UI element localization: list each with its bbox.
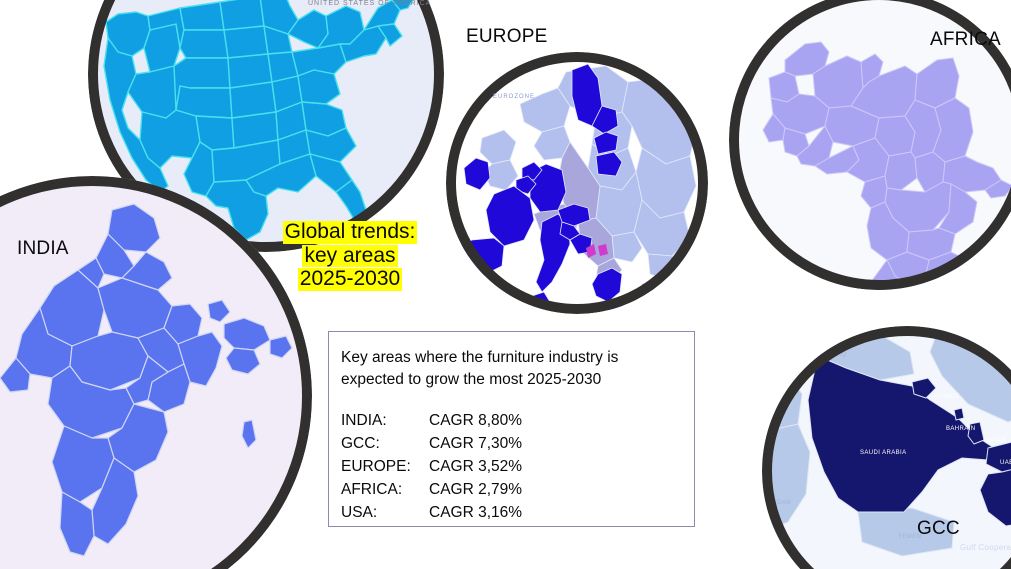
cagr-row: USA: CAGR 3,16% [341,502,680,525]
gcc-country-kuwait: KUWAIT [934,394,960,400]
europe-map-graphic [449,63,699,314]
africa-map-graphic [762,41,1011,290]
info-box: Key areas where the furniture industry i… [328,331,695,527]
gcc-country-yemen: YEMEN [898,534,921,540]
gcc-country-saudi-arabia: SAUDI ARABIA [860,450,906,456]
gcc-country-iran: IRAN [976,350,992,356]
medallion-gcc[interactable]: SAUDI ARABIA KUWAIT BAHRAIN QATAR UAE OM… [762,326,1011,569]
cagr-row: GCC: CAGR 7,30% [341,433,680,456]
cagr-value: CAGR 3,16% [429,503,523,521]
title-line-3: 2025-2030 [297,267,403,292]
gcc-map-graphic: SAUDI ARABIA KUWAIT BAHRAIN QATAR UAE OM… [762,326,1011,557]
europe-label: EUROPE [466,26,548,47]
cagr-value: CAGR 3,52% [429,457,523,475]
gcc-country-uae: UAE [1000,460,1011,466]
gcc-label: GCC [917,518,960,539]
info-box-intro-line-2: expected to grow the most 2025-2030 [341,371,602,389]
cagr-value: CAGR 7,30% [429,434,523,452]
gcc-country-sudan: SUDAN [768,500,791,506]
india-label: INDIA [17,238,69,259]
cagr-list: INDIA: CAGR 8,80% GCC: CAGR 7,30% EUROPE… [341,410,680,525]
cagr-value: CAGR 8,80% [429,411,523,429]
cagr-region: GCC: [341,434,380,452]
info-box-intro: Key areas where the furniture industry i… [341,347,680,392]
slide-title: Global trends: key areas 2025-2030 [266,220,434,292]
gcc-watermark: Gulf Cooperation C [960,543,1011,552]
africa-label: AFRICA [930,29,1001,50]
usa-inner-caption: UNITED STATES OF AMERICA [308,0,432,7]
cagr-row: EUROPE: CAGR 3,52% [341,456,680,479]
gcc-country-iraq: IRAQ [830,352,846,358]
info-box-intro-line-1: Key areas where the furniture industry i… [341,349,619,366]
title-line-2: key areas [302,243,398,268]
title-line-1: Global trends: [282,220,418,244]
eurozone-caption: EUROZONE [493,94,536,100]
cagr-value: CAGR 2,79% [429,480,523,498]
cagr-row: INDIA: CAGR 8,80% [341,410,680,433]
india-map-graphic [0,203,293,557]
cagr-region: AFRICA: [341,480,403,498]
gcc-country-qatar: QATAR [984,438,1006,444]
cagr-row: AFRICA: CAGR 2,79% [341,479,680,502]
cagr-region: EUROPE: [341,457,411,475]
cagr-region: INDIA: [341,411,387,429]
medallion-africa[interactable] [729,0,1011,290]
gcc-country-bahrain: BAHRAIN [946,426,975,432]
medallion-europe[interactable] [446,52,708,314]
cagr-region: USA: [341,503,378,521]
